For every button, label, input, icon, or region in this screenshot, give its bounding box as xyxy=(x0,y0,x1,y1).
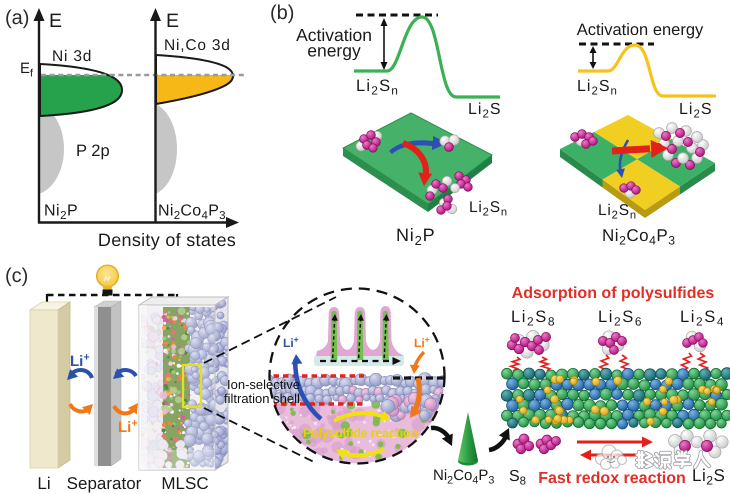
svg-text:Fast redox reaction: Fast redox reaction xyxy=(538,470,686,487)
svg-text:Activation energy: Activation energy xyxy=(577,21,704,39)
svg-text:Li+: Li+ xyxy=(283,334,299,350)
svg-text:Li+: Li+ xyxy=(414,334,430,350)
svg-text:MLSC: MLSC xyxy=(161,474,208,493)
svg-text:Activation: Activation xyxy=(296,25,372,45)
svg-text:Li: Li xyxy=(37,474,50,493)
svg-text:Ni2Co4P3: Ni2Co4P3 xyxy=(158,203,226,223)
svg-text:Ni2Co4P3: Ni2Co4P3 xyxy=(433,467,494,486)
svg-text:E: E xyxy=(166,10,179,32)
svg-text:Ion-selective: Ion-selective xyxy=(227,377,300,392)
svg-text:Li+: Li+ xyxy=(70,351,90,370)
svg-text:Adsorption of polysulfides: Adsorption of polysulfides xyxy=(512,285,715,302)
svg-text:Li2S4: Li2S4 xyxy=(680,308,725,329)
svg-text:E: E xyxy=(49,10,62,32)
svg-text:Li2S: Li2S xyxy=(468,101,502,121)
svg-text:Separator: Separator xyxy=(67,474,142,493)
svg-text:Ef: Ef xyxy=(20,60,34,79)
svg-text:filtration shell: filtration shell xyxy=(224,391,300,406)
svg-text:Ni2Co4P3: Ni2Co4P3 xyxy=(602,226,675,248)
svg-text:Li2S6: Li2S6 xyxy=(598,308,643,329)
svg-text:Li2Sn: Li2Sn xyxy=(469,199,508,218)
svg-text:energy: energy xyxy=(307,41,361,61)
svg-text:Ni 3d: Ni 3d xyxy=(52,48,92,65)
svg-text:Polysulfide reaction: Polysulfide reaction xyxy=(303,426,418,440)
svg-text:P 2p: P 2p xyxy=(76,142,110,160)
svg-text:S8: S8 xyxy=(509,468,526,488)
svg-text:Li2Sn: Li2Sn xyxy=(356,77,399,98)
svg-text:Li2Sn: Li2Sn xyxy=(577,78,618,98)
svg-text:(a): (a) xyxy=(5,7,29,29)
svg-text:(b): (b) xyxy=(270,2,294,24)
svg-text:Li2S: Li2S xyxy=(679,101,713,121)
svg-text:Density of states: Density of states xyxy=(98,230,236,250)
svg-text:Li2S: Li2S xyxy=(692,466,725,488)
svg-text:Ni2P: Ni2P xyxy=(44,203,78,223)
svg-text:(c): (c) xyxy=(5,265,28,287)
svg-text:Ni,Co 3d: Ni,Co 3d xyxy=(164,37,231,54)
svg-text:Li+: Li+ xyxy=(118,417,138,436)
svg-text:Ni2P: Ni2P xyxy=(396,225,435,248)
svg-text:Li2S8: Li2S8 xyxy=(511,308,556,329)
svg-text:Li2Sn: Li2Sn xyxy=(598,202,637,221)
